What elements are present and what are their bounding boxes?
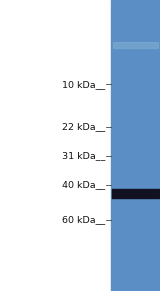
Bar — [113, 42, 158, 48]
Text: 10 kDa__: 10 kDa__ — [62, 80, 105, 89]
Text: 60 kDa__: 60 kDa__ — [62, 215, 105, 224]
Bar — [112, 189, 159, 198]
Text: 31 kDa__: 31 kDa__ — [62, 151, 105, 160]
Text: 22 kDa__: 22 kDa__ — [62, 122, 105, 131]
Text: 40 kDa__: 40 kDa__ — [62, 180, 105, 189]
Bar — [111, 0, 160, 291]
